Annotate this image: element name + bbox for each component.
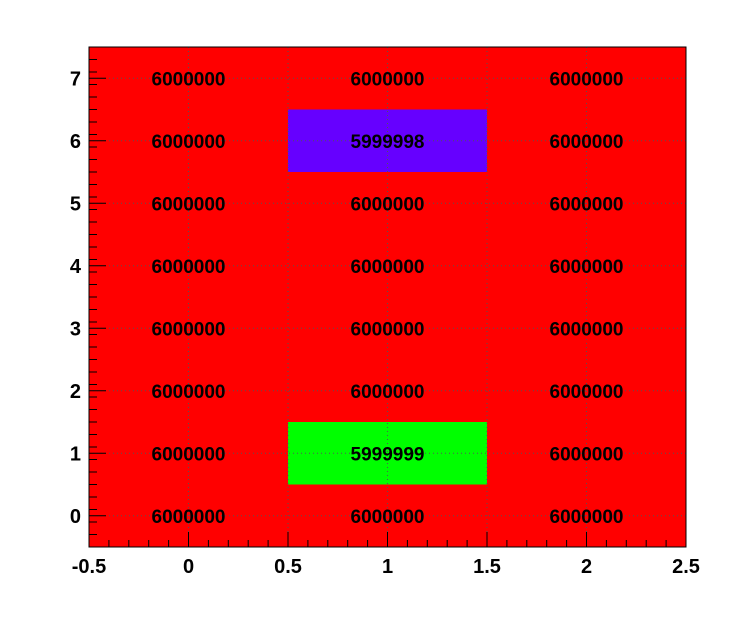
cell-value-label: 6000000	[550, 257, 624, 278]
cell-value-label: 6000000	[152, 507, 226, 528]
cell-value-label: 6000000	[152, 132, 226, 153]
heatmap-cell	[89, 422, 288, 485]
cell-value-label: 6000000	[550, 444, 624, 465]
x-tick-label: 2.5	[672, 556, 700, 578]
cell-value-label: 6000000	[152, 69, 226, 90]
y-tick-label: 1	[70, 443, 81, 465]
x-tick-label: 1	[382, 556, 393, 578]
grid-lines	[89, 47, 686, 547]
y-tick-label: 5	[70, 193, 81, 215]
cell-value-label: 6000000	[550, 507, 624, 528]
cell-value-label: 6000000	[152, 194, 226, 215]
cell-value-label: 6000000	[152, 319, 226, 340]
y-tick-label: 4	[70, 256, 82, 278]
cell-value-label: 6000000	[550, 194, 624, 215]
cell-value-label: 6000000	[351, 507, 425, 528]
x-tick-label: 0.5	[274, 556, 302, 578]
heatmap-cell	[89, 234, 288, 297]
cell-value-label: 6000000	[152, 382, 226, 403]
cell-value-label: 6000000	[550, 69, 624, 90]
cell-value-label: 6000000	[351, 319, 425, 340]
x-tick-label: -0.5	[72, 556, 106, 578]
heatmap-cell	[487, 234, 686, 297]
y-tick-label: 6	[70, 131, 81, 153]
cell-value-label: 6000000	[550, 382, 624, 403]
y-tick-label: 3	[70, 318, 81, 340]
y-tick-label: 0	[70, 506, 81, 528]
cell-value-label: 5999998	[351, 132, 425, 153]
cell-value-label: 6000000	[550, 132, 624, 153]
cell-value-label: 6000000	[351, 194, 425, 215]
cell-value-labels: 6000000 6000000 6000000 6000000 5999999 60000…	[152, 69, 624, 528]
y-tick-label: 2	[70, 381, 81, 403]
cell-value-label: 6000000	[351, 382, 425, 403]
x-tick-label: 2	[581, 556, 592, 578]
cell-value-label: 6000000	[351, 69, 425, 90]
heatmap-cell	[487, 422, 686, 485]
plot-frame	[88, 46, 687, 548]
cell-value-label: 6000000	[152, 444, 226, 465]
cell-value-label: 5999999	[351, 444, 425, 465]
y-tick-label: 7	[70, 68, 81, 90]
cell-value-label: 6000000	[550, 319, 624, 340]
x-tick-label: 1.5	[473, 556, 501, 578]
x-tick-label: 0	[183, 556, 194, 578]
y-tick-labels: 0 1 2 3 4 5 6 7	[70, 68, 82, 528]
cell-value-label: 6000000	[351, 257, 425, 278]
cell-value-label: 6000000	[152, 257, 226, 278]
x-tick-labels: -0.5 0 0.5 1 1.5 2 2.5	[72, 556, 700, 578]
